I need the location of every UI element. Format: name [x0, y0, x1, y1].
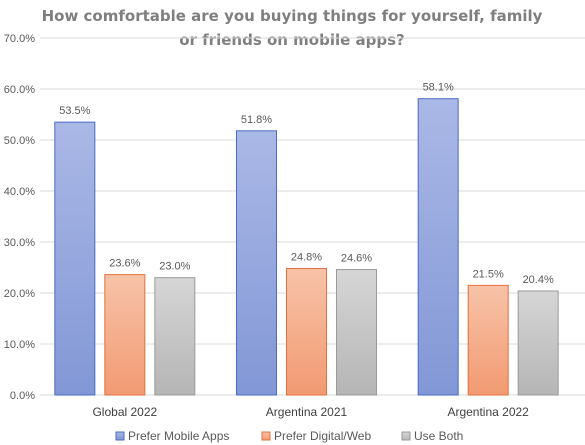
data-label: 21.5% — [473, 268, 504, 280]
legend-swatch — [261, 431, 271, 441]
y-tick-label: 40.0% — [4, 186, 35, 198]
bar-1-1 — [54, 121, 96, 396]
data-label: 53.5% — [59, 105, 90, 117]
legend-label: Use Both — [414, 429, 463, 443]
legend-label: Prefer Mobile Apps — [128, 429, 229, 443]
data-label: 20.4% — [523, 274, 554, 286]
data-label: 24.6% — [341, 253, 372, 265]
y-tick-label: 60.0% — [4, 84, 35, 96]
bars — [54, 98, 559, 396]
legend: Prefer Mobile Apps Prefer Digital/Web Use … — [115, 429, 463, 443]
bar-1-3 — [417, 98, 459, 396]
bar-3-3 — [517, 290, 559, 396]
category-label: Global 2022 — [92, 405, 157, 419]
bar-1-2 — [236, 130, 277, 396]
x-axis-categories: Global 2022 Argentina 2021 Argentina 2022 — [92, 405, 529, 419]
data-label: 23.0% — [159, 261, 190, 273]
bar-3-2 — [336, 269, 377, 396]
data-label: 58.1% — [423, 82, 454, 94]
legend-swatch — [401, 431, 411, 441]
y-tick-label: 0.0% — [10, 390, 35, 402]
y-axis-ticks: 0.0% 10.0% 20.0% 30.0% 40.0% 50.0% 60.0% 70.0% — [4, 33, 35, 402]
bar-2-1 — [104, 274, 146, 396]
data-label: 51.8% — [241, 114, 272, 126]
data-label: 23.6% — [109, 258, 140, 270]
chart-title-line-1: How comfortable are you buying things fo… — [42, 7, 543, 25]
legend-swatch — [115, 431, 125, 441]
y-tick-label: 10.0% — [4, 339, 35, 351]
y-tick-label: 70.0% — [4, 33, 35, 45]
bar-3-1 — [154, 277, 196, 396]
category-label: Argentina 2021 — [266, 405, 348, 419]
chart-title-line-2: or friends on mobile apps? — [179, 31, 405, 49]
bar-2-3 — [467, 284, 509, 396]
data-label: 24.8% — [291, 252, 322, 264]
y-tick-label: 30.0% — [4, 237, 35, 249]
legend-label: Prefer Digital/Web — [274, 429, 371, 443]
y-tick-label: 50.0% — [4, 135, 35, 147]
y-tick-label: 20.0% — [4, 288, 35, 300]
data-labels: 53.5% 23.6% 23.0% 51.8% 24.8% 24.6% 58.1% 21.5%… — [59, 82, 554, 286]
category-label: Argentina 2022 — [447, 405, 529, 419]
bar-2-2 — [286, 268, 327, 396]
